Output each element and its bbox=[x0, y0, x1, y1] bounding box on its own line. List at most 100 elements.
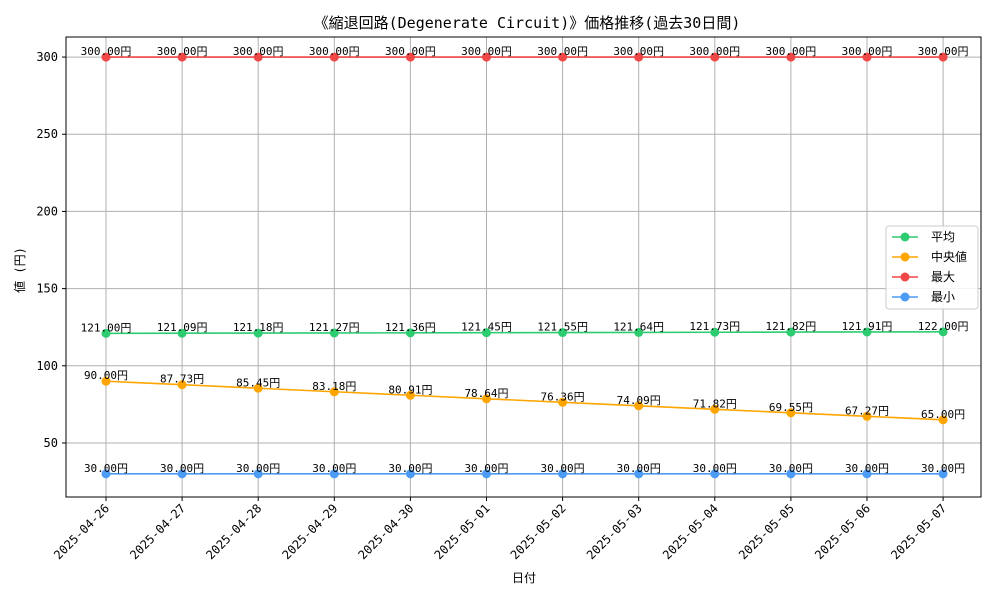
data-point bbox=[405, 390, 415, 400]
legend-marker bbox=[900, 232, 910, 242]
data-point bbox=[177, 328, 187, 338]
data-label: 30.00円 bbox=[160, 462, 204, 475]
data-point bbox=[329, 52, 339, 62]
data-label: 300.00円 bbox=[81, 45, 132, 58]
data-point bbox=[177, 469, 187, 479]
x-tick-label: 2025-04-30 bbox=[356, 501, 417, 562]
data-point bbox=[786, 469, 796, 479]
data-label: 71.82円 bbox=[693, 397, 737, 410]
data-label: 300.00円 bbox=[537, 45, 588, 58]
series-4: 30.00円 30.00円 30.00円 30.00円 30.00円 30.00円 30.0… bbox=[84, 462, 965, 479]
data-label: 122.00円 bbox=[918, 320, 969, 333]
data-point bbox=[634, 327, 644, 337]
x-tick-label: 2025-04-28 bbox=[203, 501, 264, 562]
legend-marker bbox=[900, 252, 910, 262]
data-point bbox=[405, 52, 415, 62]
data-point bbox=[634, 52, 644, 62]
data-point bbox=[710, 469, 720, 479]
x-tick-label: 2025-05-03 bbox=[584, 501, 645, 562]
series-1: 121.00円 121.09円 121.18円 121.27円 121.36円 121.4… bbox=[81, 320, 969, 338]
legend-item: 最小 bbox=[892, 290, 955, 304]
data-label: 121.73円 bbox=[689, 320, 740, 333]
data-label: 85.45円 bbox=[236, 376, 280, 389]
data-point bbox=[862, 469, 872, 479]
x-tick-label: 2025-05-04 bbox=[660, 501, 721, 562]
data-point bbox=[329, 469, 339, 479]
legend-label: 最小 bbox=[931, 290, 955, 304]
data-point bbox=[862, 411, 872, 421]
data-label: 300.00円 bbox=[309, 45, 360, 58]
y-tick-label: 200 bbox=[36, 204, 58, 218]
data-point bbox=[329, 387, 339, 397]
data-label: 300.00円 bbox=[613, 45, 664, 58]
plot-area-frame bbox=[65, 36, 982, 498]
legend-item: 中央値 bbox=[892, 249, 967, 264]
legend-marker bbox=[900, 292, 910, 302]
data-point bbox=[101, 328, 111, 338]
data-point bbox=[710, 404, 720, 414]
y-axis-ticks: 50 100 150 200 250 300 bbox=[36, 50, 66, 450]
data-label: 67.27円 bbox=[845, 404, 889, 417]
data-label: 121.00円 bbox=[81, 321, 132, 334]
data-point bbox=[862, 52, 872, 62]
data-label: 30.00円 bbox=[464, 462, 508, 475]
data-label: 300.00円 bbox=[157, 45, 208, 58]
legend-item: 平均 bbox=[892, 230, 955, 244]
data-point bbox=[101, 52, 111, 62]
data-point bbox=[710, 327, 720, 337]
data-point bbox=[786, 52, 796, 62]
data-label: 30.00円 bbox=[236, 462, 280, 475]
x-tick-label: 2025-04-26 bbox=[51, 501, 112, 562]
y-tick-label: 50 bbox=[44, 436, 58, 450]
data-point bbox=[558, 397, 568, 407]
data-label: 90.00円 bbox=[84, 369, 128, 382]
data-point bbox=[786, 327, 796, 337]
data-label: 30.00円 bbox=[84, 462, 128, 475]
data-label: 300.00円 bbox=[385, 45, 436, 58]
data-point bbox=[938, 469, 948, 479]
data-label: 74.09円 bbox=[617, 394, 661, 407]
data-point bbox=[405, 328, 415, 338]
data-point bbox=[482, 469, 491, 479]
data-point bbox=[558, 52, 568, 62]
data-point bbox=[558, 328, 568, 338]
data-point bbox=[253, 328, 263, 338]
y-tick-label: 300 bbox=[36, 50, 58, 64]
data-point bbox=[558, 469, 568, 479]
data-label: 121.82円 bbox=[766, 320, 817, 333]
grid bbox=[66, 37, 981, 497]
data-point bbox=[482, 394, 491, 404]
y-axis-label: 値 (円) bbox=[12, 247, 27, 293]
data-label: 121.55円 bbox=[537, 321, 588, 334]
chart-title: 《縮退回路(Degenerate Circuit)》価格推移(過去30日間) bbox=[314, 14, 741, 32]
legend-box bbox=[885, 225, 979, 310]
legend-label: 最大 bbox=[931, 270, 955, 284]
data-label: 30.00円 bbox=[845, 462, 889, 475]
data-label: 121.64円 bbox=[613, 320, 664, 333]
data-point bbox=[634, 469, 644, 479]
x-tick-label: 2025-05-07 bbox=[888, 501, 949, 562]
data-point bbox=[253, 383, 263, 393]
data-label: 30.00円 bbox=[693, 462, 737, 475]
data-label: 30.00円 bbox=[541, 462, 585, 475]
data-label: 78.64円 bbox=[464, 387, 508, 400]
data-label: 30.00円 bbox=[769, 462, 813, 475]
data-point bbox=[938, 52, 948, 62]
x-axis-ticks: 2025-04-26 2025-04-27 2025-04-28 2025-04-29… bbox=[51, 497, 949, 562]
data-label: 300.00円 bbox=[233, 45, 284, 58]
legend-label: 平均 bbox=[931, 230, 955, 244]
data-label: 300.00円 bbox=[766, 45, 817, 58]
series-line bbox=[105, 380, 944, 421]
data-label: 80.91円 bbox=[388, 383, 432, 396]
data-label: 65.00円 bbox=[921, 408, 965, 421]
x-tick-label: 2025-05-05 bbox=[736, 501, 797, 562]
data-label: 300.00円 bbox=[461, 45, 512, 58]
legend-item: 最大 bbox=[892, 270, 955, 284]
series-2: 90.00円 87.73円 85.45円 83.18円 80.91円 78.64円 76.3… bbox=[84, 369, 965, 425]
data-point bbox=[482, 328, 491, 338]
x-tick-label: 2025-05-06 bbox=[812, 501, 873, 562]
data-label: 121.91円 bbox=[842, 320, 893, 333]
data-label: 30.00円 bbox=[921, 462, 965, 475]
series-layer: 121.00円 121.09円 121.18円 121.27円 121.36円 121.4… bbox=[81, 45, 969, 479]
